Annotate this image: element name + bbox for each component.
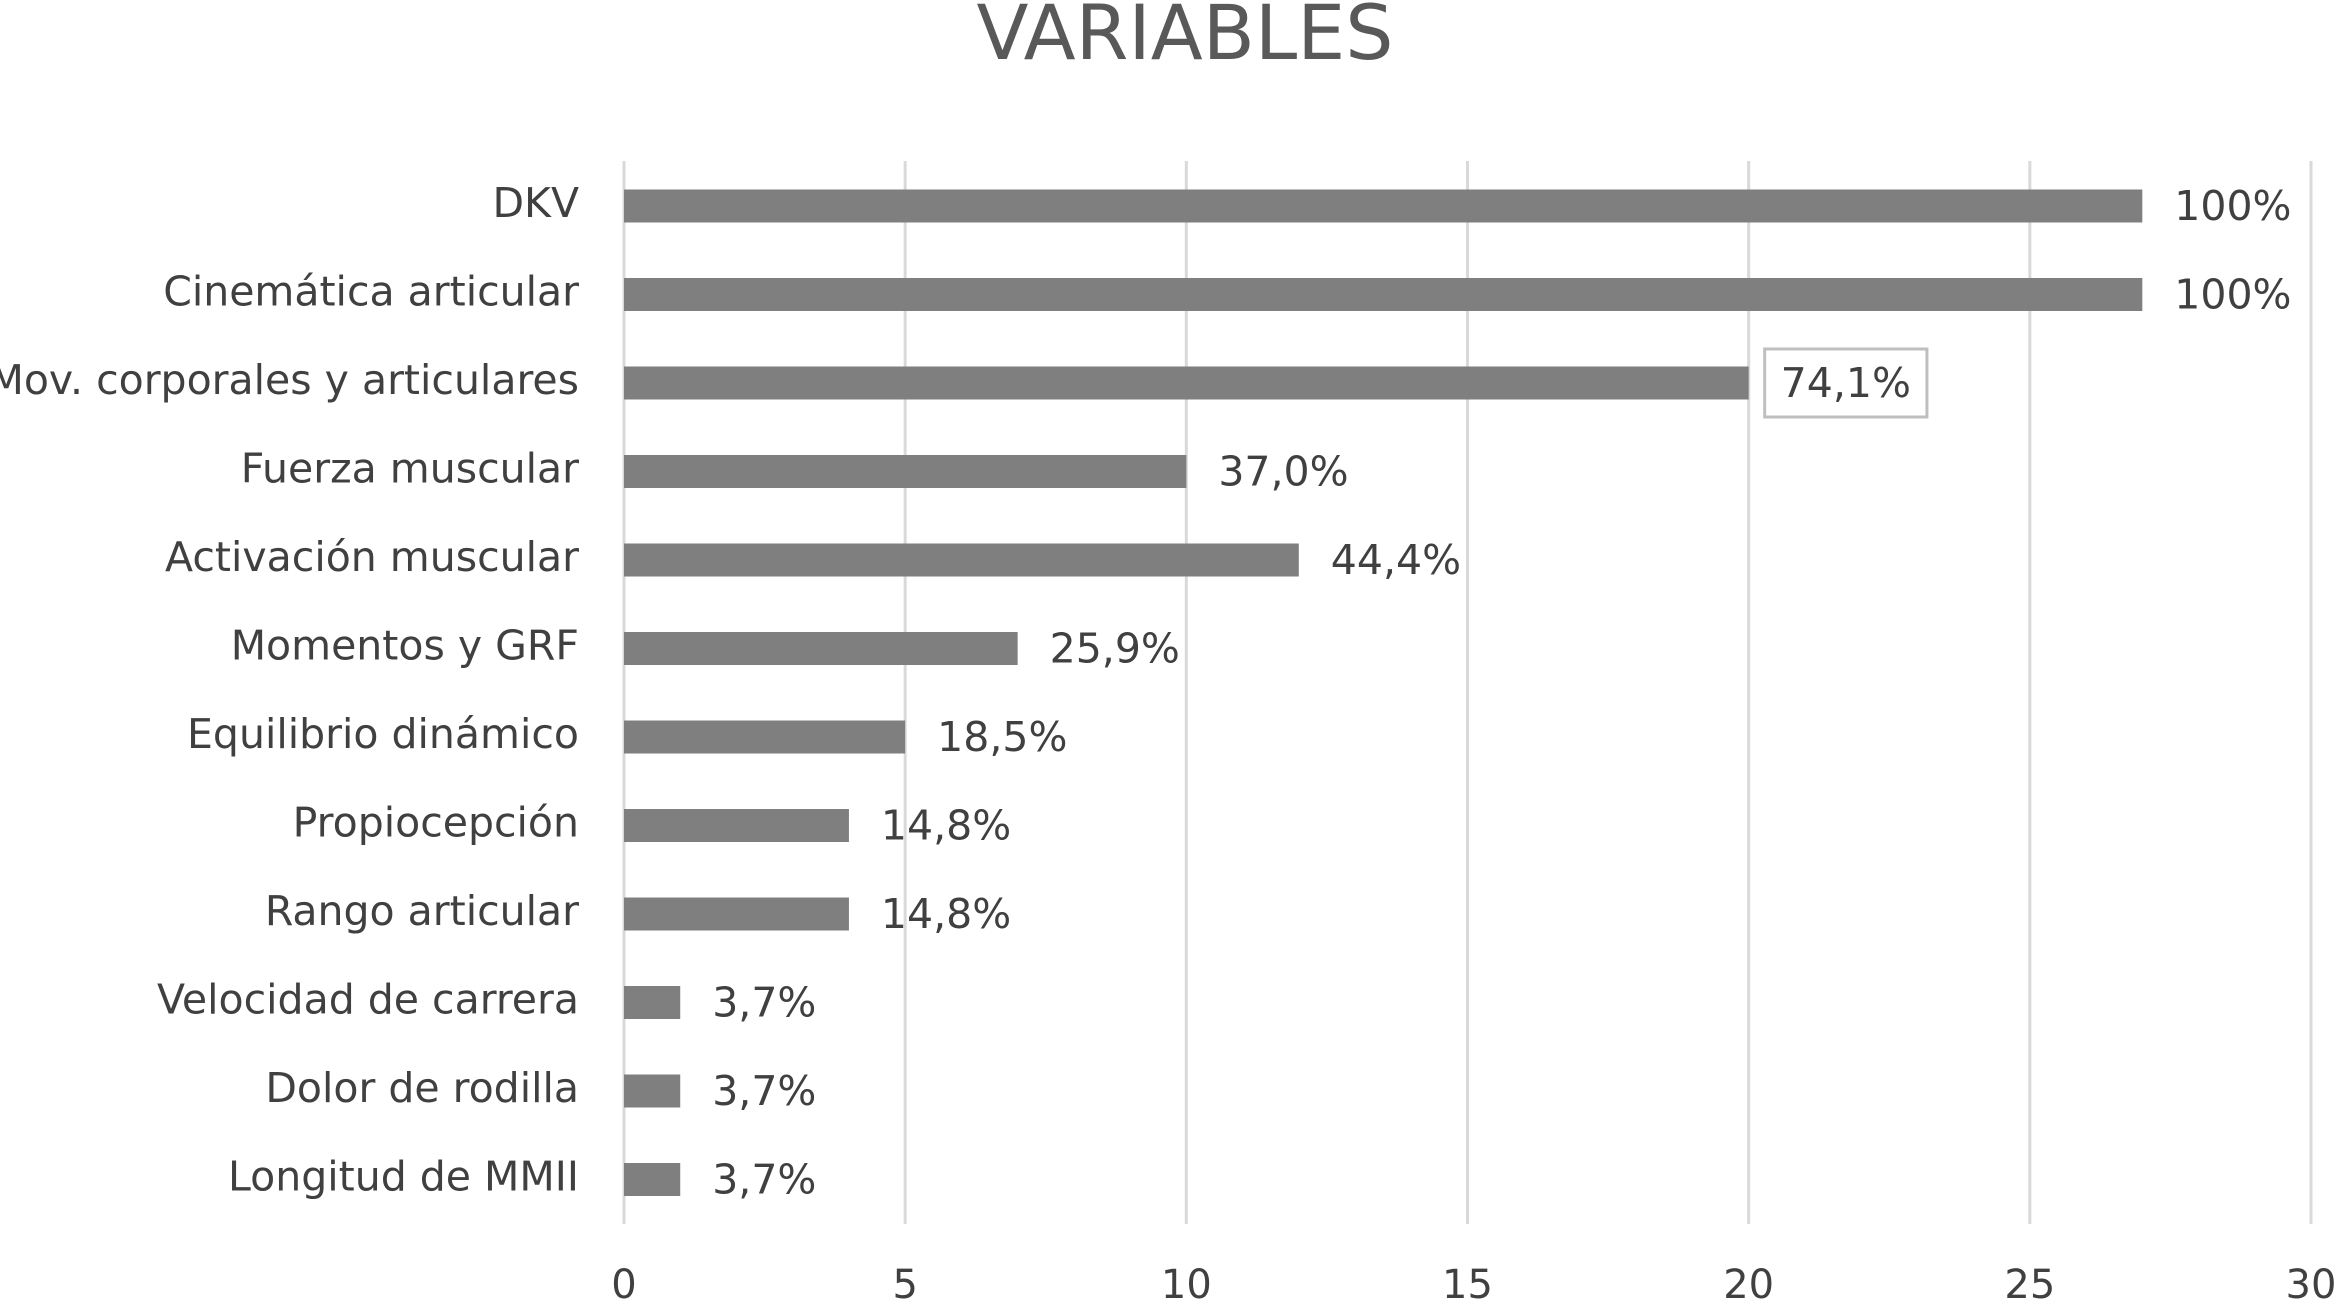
- y-tick-label: Propiocepción: [293, 799, 579, 847]
- bar: [624, 897, 849, 931]
- y-tick-label: Dolor de rodilla: [265, 1064, 579, 1112]
- x-tick-label: 25: [2004, 1262, 2055, 1307]
- bar: [624, 366, 1749, 400]
- x-tick-label: 5: [892, 1262, 917, 1307]
- y-tick-label: Rango articular: [265, 887, 579, 935]
- bar: [624, 1074, 681, 1108]
- y-tick-label: Activación muscular: [165, 533, 579, 581]
- bar: [624, 986, 681, 1019]
- value-label: 100%: [2174, 271, 2291, 319]
- bar: [624, 1163, 681, 1196]
- value-label: 18,5%: [937, 713, 1067, 761]
- x-tick-label: 20: [1723, 1262, 1774, 1307]
- bar: [624, 720, 906, 754]
- value-label: 74,1%: [1781, 359, 1911, 407]
- y-tick-label: Velocidad de carrera: [157, 976, 579, 1024]
- x-tick-label: 0: [611, 1262, 636, 1307]
- value-label: 14,8%: [881, 890, 1011, 938]
- bar: [624, 632, 1018, 665]
- bar: [624, 189, 2143, 223]
- x-tick-label: 10: [1161, 1262, 1212, 1307]
- x-tick-label: 15: [1442, 1262, 1493, 1307]
- value-label: 3,7%: [712, 979, 816, 1027]
- x-tick-label: 30: [2286, 1262, 2337, 1307]
- y-tick-label: Longitud de MMII: [228, 1153, 579, 1201]
- bar: [624, 809, 849, 842]
- y-tick-label: Equilibrio dinámico: [187, 710, 579, 758]
- value-label: 3,7%: [712, 1067, 816, 1115]
- value-label: 25,9%: [1050, 625, 1180, 673]
- value-label: 3,7%: [712, 1156, 816, 1204]
- bar: [624, 543, 1299, 577]
- value-label: 44,4%: [1331, 536, 1461, 584]
- value-label: 100%: [2174, 182, 2291, 230]
- y-tick-label: Momentos y GRF: [231, 622, 579, 670]
- label-box: [1763, 347, 1929, 419]
- bar: [624, 455, 1187, 488]
- y-tick-label: DKV: [492, 179, 579, 227]
- bar: [624, 278, 2143, 311]
- y-tick-label: Cinemática articular: [163, 268, 579, 316]
- chart-title: VARIABLES: [976, 0, 1393, 77]
- y-tick-label: Fuerza muscular: [241, 445, 579, 493]
- value-label: 37,0%: [1218, 448, 1348, 496]
- value-label: 14,8%: [881, 802, 1011, 850]
- y-tick-label: Mov. corporales y articulares: [0, 356, 579, 404]
